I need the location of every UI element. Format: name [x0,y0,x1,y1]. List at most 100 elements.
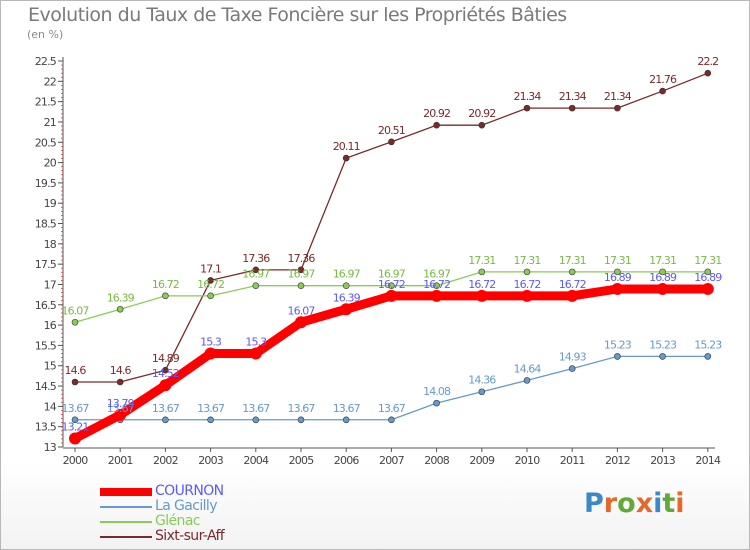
data-label: 16.39 [333,291,361,304]
logo-letter: i [675,488,685,519]
data-point [521,289,533,302]
y-tick-label: 17 [44,278,57,291]
data-label: 17.1 [200,262,221,275]
data-point [295,316,307,329]
data-label: 13.67 [107,402,135,415]
series-lines [69,69,714,445]
data-label: 14.6 [65,364,87,377]
data-point [252,282,260,289]
logo-letter: t [662,488,676,519]
x-tick-label: 2001 [108,454,133,467]
data-point [116,378,124,386]
y-tick-label: 14 [44,400,57,413]
data-label: 13.67 [197,402,225,415]
data-label: 15.23 [604,338,632,351]
data-label: 16.97 [288,268,316,281]
data-label: 13.21 [62,420,89,433]
data-point [207,277,214,284]
data-point [162,292,169,300]
data-point [659,87,666,95]
y-tick-label: 21 [44,116,56,129]
legend-swatch [100,536,152,538]
x-tick-label: 2012 [605,454,630,467]
data-label: 14.08 [423,385,451,398]
data-point [614,104,621,112]
data-label: 20.92 [468,107,495,120]
data-label: 16.72 [468,278,495,291]
data-point [249,347,262,360]
y-tick-label: 22.5 [35,55,57,68]
data-point [69,432,81,445]
data-point [71,378,79,386]
data-label: 13.67 [378,402,406,415]
data-label: 15.3 [200,336,222,349]
data-point [71,416,79,424]
data-label: 16.97 [333,268,361,281]
data-label: 16.97 [423,268,451,281]
data-label: 15.3 [245,336,267,349]
axes: 13 13.5 14 14.5 15 15.5 16 16.5 17 17.5 18 18.5 19 19… [35,55,722,467]
data-label: 13.79 [107,397,135,410]
data-label: 16.89 [649,271,677,284]
x-tick-label: 2002 [153,454,178,467]
legend-label: Sixt-sur-Aff [155,528,225,544]
data-label: 16.89 [694,271,722,284]
data-label: 16.72 [197,278,224,291]
y-tick-label: 16 [44,319,57,332]
series-line-sixt-sur-aff [75,72,709,383]
data-point [614,353,621,360]
data-label: 21.34 [604,90,632,103]
y-tick-label: 20.5 [35,136,57,149]
data-labels: 14.6 14.6 14.89 17.1 17.36 17.36 20.11 20.51 20.… [62,55,724,433]
data-label: 17.31 [514,254,541,267]
proxiti-logo: Proxiti [584,488,685,519]
data-label: 16.97 [378,268,406,281]
x-tick-label: 2007 [379,454,405,467]
data-point [611,282,624,295]
data-point [297,282,305,289]
x-tick-label: 2006 [334,454,360,467]
data-label: 17.36 [288,252,316,265]
data-point [388,416,395,424]
x-tick-label: 2004 [243,454,269,467]
data-point [162,366,169,374]
data-label: 13.67 [288,402,316,415]
x-tick-label: 2008 [424,454,450,467]
legend-swatch [100,506,152,508]
data-point [659,268,666,276]
data-point [523,377,531,384]
data-label: 21.76 [649,73,677,86]
data-label: 13.67 [152,402,180,415]
data-point [207,416,214,424]
legend-label: La Gacilly [155,498,218,514]
y-tick-label: 19.5 [35,177,57,190]
data-label: 15.23 [649,338,677,351]
y-tick-label: 20 [44,157,57,170]
y-tick-label: 17.5 [35,258,57,271]
data-point [478,388,486,396]
data-label: 17.31 [604,254,631,267]
y-tick-label: 13.5 [35,421,57,434]
x-tick-label: 2005 [289,454,315,467]
data-point [342,154,350,162]
y-tick-label: 15.5 [35,339,57,352]
data-label: 16.39 [107,291,135,304]
data-label: 17.31 [468,254,495,267]
data-point [433,121,440,129]
data-point [297,266,305,274]
y-tick-label: 14.5 [35,380,57,393]
data-point [523,104,531,112]
data-point [159,379,172,392]
data-point [252,416,260,424]
data-label: 16.07 [288,304,316,317]
data-label: 14.6 [110,364,132,377]
y-tick-label: 15 [44,360,57,373]
data-point [204,347,217,360]
data-point [478,268,486,276]
x-tick-label: 2011 [560,454,585,467]
data-point [433,282,440,289]
data-point [340,303,353,316]
x-tick-label: 2003 [198,454,224,467]
data-label: 14.93 [559,351,587,364]
